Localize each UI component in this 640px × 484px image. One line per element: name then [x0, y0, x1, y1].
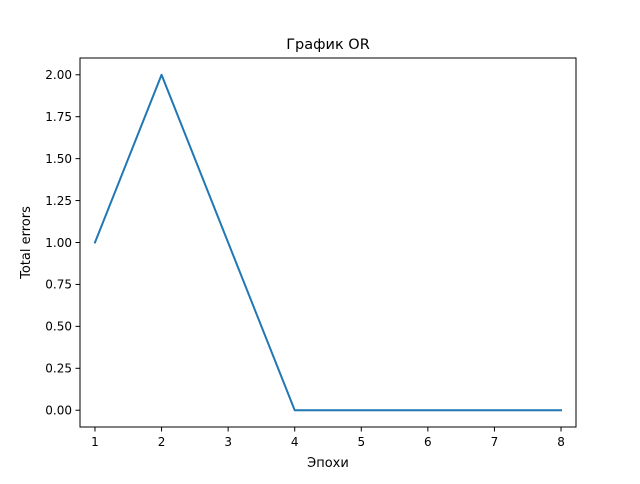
x-axis-ticks: 1 2 3 4 5 6 7 8 [91, 427, 565, 449]
x-tick-label: 8 [557, 435, 565, 449]
x-tick-label: 5 [357, 435, 365, 449]
x-tick-label: 1 [91, 435, 99, 449]
plot-layer [93, 73, 563, 412]
chart-title: График OR [286, 37, 370, 53]
x-tick-label: 6 [424, 435, 432, 449]
y-tick-label: 0.25 [45, 362, 72, 376]
y-tick-label: 1.50 [45, 152, 72, 166]
y-tick-label: 1.75 [45, 110, 72, 124]
y-tick-label: 0.75 [45, 278, 72, 292]
y-tick-label: 1.25 [45, 194, 72, 208]
series-line [93, 73, 563, 412]
y-tick-label: 1.00 [45, 236, 72, 250]
y-tick-label: 2.00 [45, 68, 72, 82]
x-tick-label: 7 [491, 435, 499, 449]
x-tick-label: 4 [291, 435, 299, 449]
y-axis-ticks: 0.00 0.25 0.50 0.75 1.00 1.25 1.50 1.75 2.00 [45, 68, 80, 418]
x-axis-label: Эпохи [307, 456, 349, 471]
x-tick-label: 3 [224, 435, 232, 449]
y-tick-label: 0.00 [45, 404, 72, 418]
y-tick-label: 0.50 [45, 320, 72, 334]
x-tick-label: 2 [158, 435, 166, 449]
y-axis-label: Total errors [19, 206, 34, 280]
